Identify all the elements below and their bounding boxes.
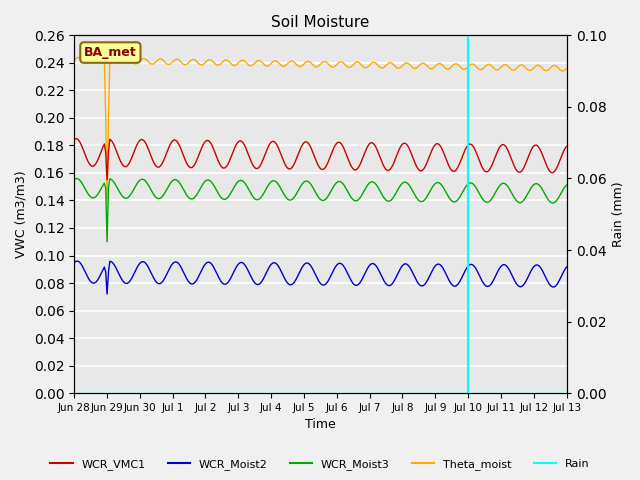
Legend: WCR_VMC1, WCR_Moist2, WCR_Moist3, Theta_moist, Rain: WCR_VMC1, WCR_Moist2, WCR_Moist3, Theta_… (46, 455, 594, 474)
Text: BA_met: BA_met (84, 46, 137, 59)
Y-axis label: Rain (mm): Rain (mm) (612, 181, 625, 247)
X-axis label: Time: Time (305, 419, 336, 432)
Y-axis label: VWC (m3/m3): VWC (m3/m3) (15, 170, 28, 258)
Title: Soil Moisture: Soil Moisture (271, 15, 369, 30)
